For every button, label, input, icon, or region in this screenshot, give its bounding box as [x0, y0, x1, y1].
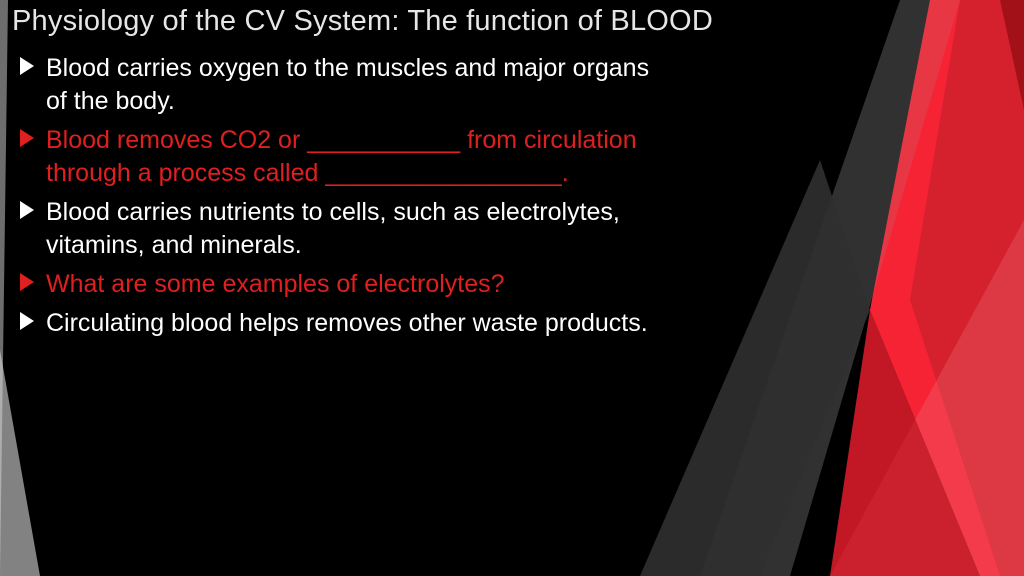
- bullet-text: Blood removes CO2 or ___________ from ci…: [46, 126, 637, 187]
- bullet-marker-icon: [20, 57, 34, 75]
- bullet-marker-icon: [20, 129, 34, 147]
- bullet-marker-icon: [20, 312, 34, 330]
- bullet-item: Blood carries nutrients to cells, such a…: [18, 196, 658, 262]
- bullet-text: Blood carries oxygen to the muscles and …: [46, 54, 649, 115]
- bullet-text: What are some examples of electrolytes?: [46, 270, 505, 298]
- slide-title: Physiology of the CV System: The functio…: [12, 5, 994, 38]
- bullet-item: Circulating blood helps removes other wa…: [18, 307, 658, 340]
- bullet-text: Blood carries nutrients to cells, such a…: [46, 198, 620, 259]
- bullet-list: Blood carries oxygen to the muscles and …: [18, 52, 994, 340]
- bullet-item: Blood removes CO2 or ___________ from ci…: [18, 124, 658, 190]
- bullet-marker-icon: [20, 201, 34, 219]
- bullet-item: Blood carries oxygen to the muscles and …: [18, 52, 658, 118]
- bullet-item: What are some examples of electrolytes?: [18, 268, 658, 301]
- bullet-text: Circulating blood helps removes other wa…: [46, 309, 648, 337]
- bullet-marker-icon: [20, 273, 34, 291]
